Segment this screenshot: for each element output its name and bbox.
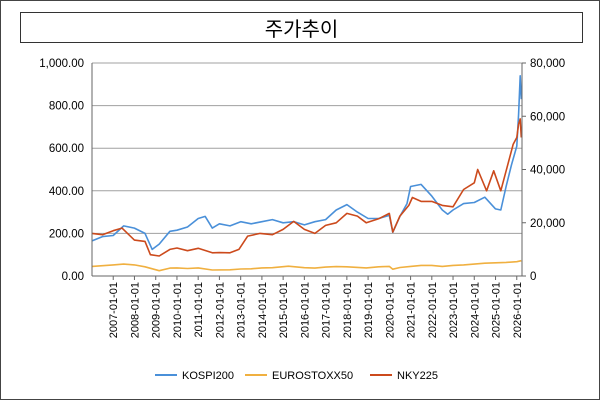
chart-title: 주가추이 <box>20 12 583 43</box>
x-tick-label: 2014-01-01 <box>257 282 269 338</box>
x-tick-label: 2016-01-01 <box>299 282 311 338</box>
x-tick-label: 2007-01-01 <box>108 282 120 338</box>
x-tick-label: 2022-01-01 <box>427 282 439 338</box>
x-tick-label: 2026-01-01 <box>512 282 524 338</box>
series-line-kospi200 <box>91 75 523 251</box>
x-tick-label: 2024-01-01 <box>469 282 481 338</box>
y-tick-label-right: 20,000 <box>530 218 565 230</box>
y-tick-label-right: 60,000 <box>530 111 565 123</box>
x-tick-label: 2008-01-01 <box>129 282 141 338</box>
y-tick-label-left: 400.00 <box>49 186 84 198</box>
series-line-eurostoxx50 <box>91 259 522 272</box>
x-tick-label: 2021-01-01 <box>406 282 418 338</box>
x-tick-label: 2010-01-01 <box>172 282 184 338</box>
x-tick-label: 2012-01-01 <box>214 282 226 338</box>
y-tick-label-right: 40,000 <box>530 165 565 177</box>
x-tick-label: 2011-01-01 <box>193 282 205 337</box>
legend-label: EUROSTOXX50 <box>272 370 353 382</box>
x-tick-label: 2019-01-01 <box>363 282 375 338</box>
x-tick-label: 2013-01-01 <box>236 282 248 338</box>
x-tick-label: 2015-01-01 <box>278 282 290 338</box>
x-tick-label: 2017-01-01 <box>321 282 333 338</box>
series-line-nky225 <box>91 118 523 257</box>
y-tick-label-left: 600.00 <box>49 143 84 155</box>
plot-area <box>92 63 522 276</box>
x-tick-label: 2009-01-01 <box>151 282 163 338</box>
x-tick-label: 2018-01-01 <box>342 282 354 338</box>
x-tick-label: 2020-01-01 <box>384 282 396 338</box>
y-tick-label-left: 800.00 <box>49 101 84 113</box>
y-tick-label-right: 80,000 <box>530 58 565 70</box>
legend-label: KOSPI200 <box>182 370 234 382</box>
y-tick-label-left: 200.00 <box>49 228 84 240</box>
y-tick-label-left: 1,000.00 <box>39 58 84 70</box>
x-tick-label: 2023-01-01 <box>448 282 460 338</box>
y-tick-label-left: 0.00 <box>62 271 84 283</box>
x-tick-label: 2025-01-01 <box>491 282 503 338</box>
legend-label: NKY225 <box>397 370 438 382</box>
y-tick-label-right: 0 <box>530 271 536 283</box>
